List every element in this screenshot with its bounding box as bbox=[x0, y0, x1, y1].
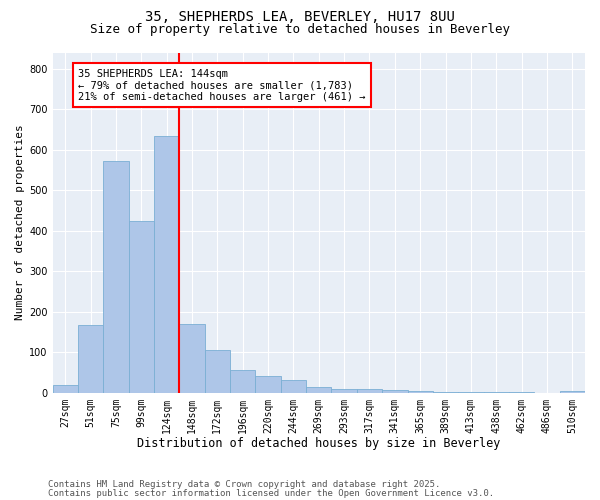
Bar bbox=[205, 350, 230, 393]
Bar bbox=[256, 376, 281, 392]
Bar bbox=[357, 389, 382, 392]
Bar bbox=[230, 370, 256, 392]
Text: 35 SHEPHERDS LEA: 144sqm
← 79% of detached houses are smaller (1,783)
21% of sem: 35 SHEPHERDS LEA: 144sqm ← 79% of detach… bbox=[78, 68, 365, 102]
Bar bbox=[407, 390, 433, 392]
Bar bbox=[382, 390, 407, 392]
Bar bbox=[560, 390, 585, 392]
Bar bbox=[53, 386, 78, 392]
Bar bbox=[281, 380, 306, 392]
Bar bbox=[154, 136, 179, 392]
Bar bbox=[331, 388, 357, 392]
Y-axis label: Number of detached properties: Number of detached properties bbox=[15, 124, 25, 320]
X-axis label: Distribution of detached houses by size in Beverley: Distribution of detached houses by size … bbox=[137, 437, 500, 450]
Bar bbox=[78, 324, 103, 392]
Text: Contains public sector information licensed under the Open Government Licence v3: Contains public sector information licen… bbox=[48, 488, 494, 498]
Bar bbox=[128, 220, 154, 392]
Text: 35, SHEPHERDS LEA, BEVERLEY, HU17 8UU: 35, SHEPHERDS LEA, BEVERLEY, HU17 8UU bbox=[145, 10, 455, 24]
Bar bbox=[179, 324, 205, 392]
Text: Contains HM Land Registry data © Crown copyright and database right 2025.: Contains HM Land Registry data © Crown c… bbox=[48, 480, 440, 489]
Text: Size of property relative to detached houses in Beverley: Size of property relative to detached ho… bbox=[90, 22, 510, 36]
Bar bbox=[103, 160, 128, 392]
Bar bbox=[306, 386, 331, 392]
